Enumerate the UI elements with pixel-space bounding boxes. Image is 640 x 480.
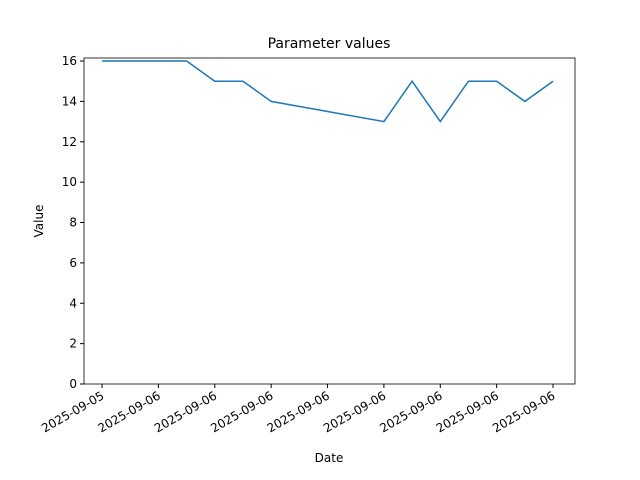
y-tick-label: 2 <box>69 337 77 351</box>
y-tick-label: 4 <box>69 296 77 310</box>
y-tick-label: 12 <box>62 135 77 149</box>
y-tick-label: 8 <box>69 216 77 230</box>
chart-title: Parameter values <box>268 36 391 52</box>
y-tick-label: 10 <box>62 175 77 189</box>
x-axis-label: Date <box>315 451 344 465</box>
y-tick-label: 14 <box>62 94 77 108</box>
y-tick-label: 0 <box>69 377 77 391</box>
y-axis-label: Value <box>32 205 46 238</box>
y-tick-label: 6 <box>69 256 77 270</box>
data-line <box>102 60 554 123</box>
y-tick-label: 16 <box>62 54 77 68</box>
plot-frame <box>83 57 576 385</box>
